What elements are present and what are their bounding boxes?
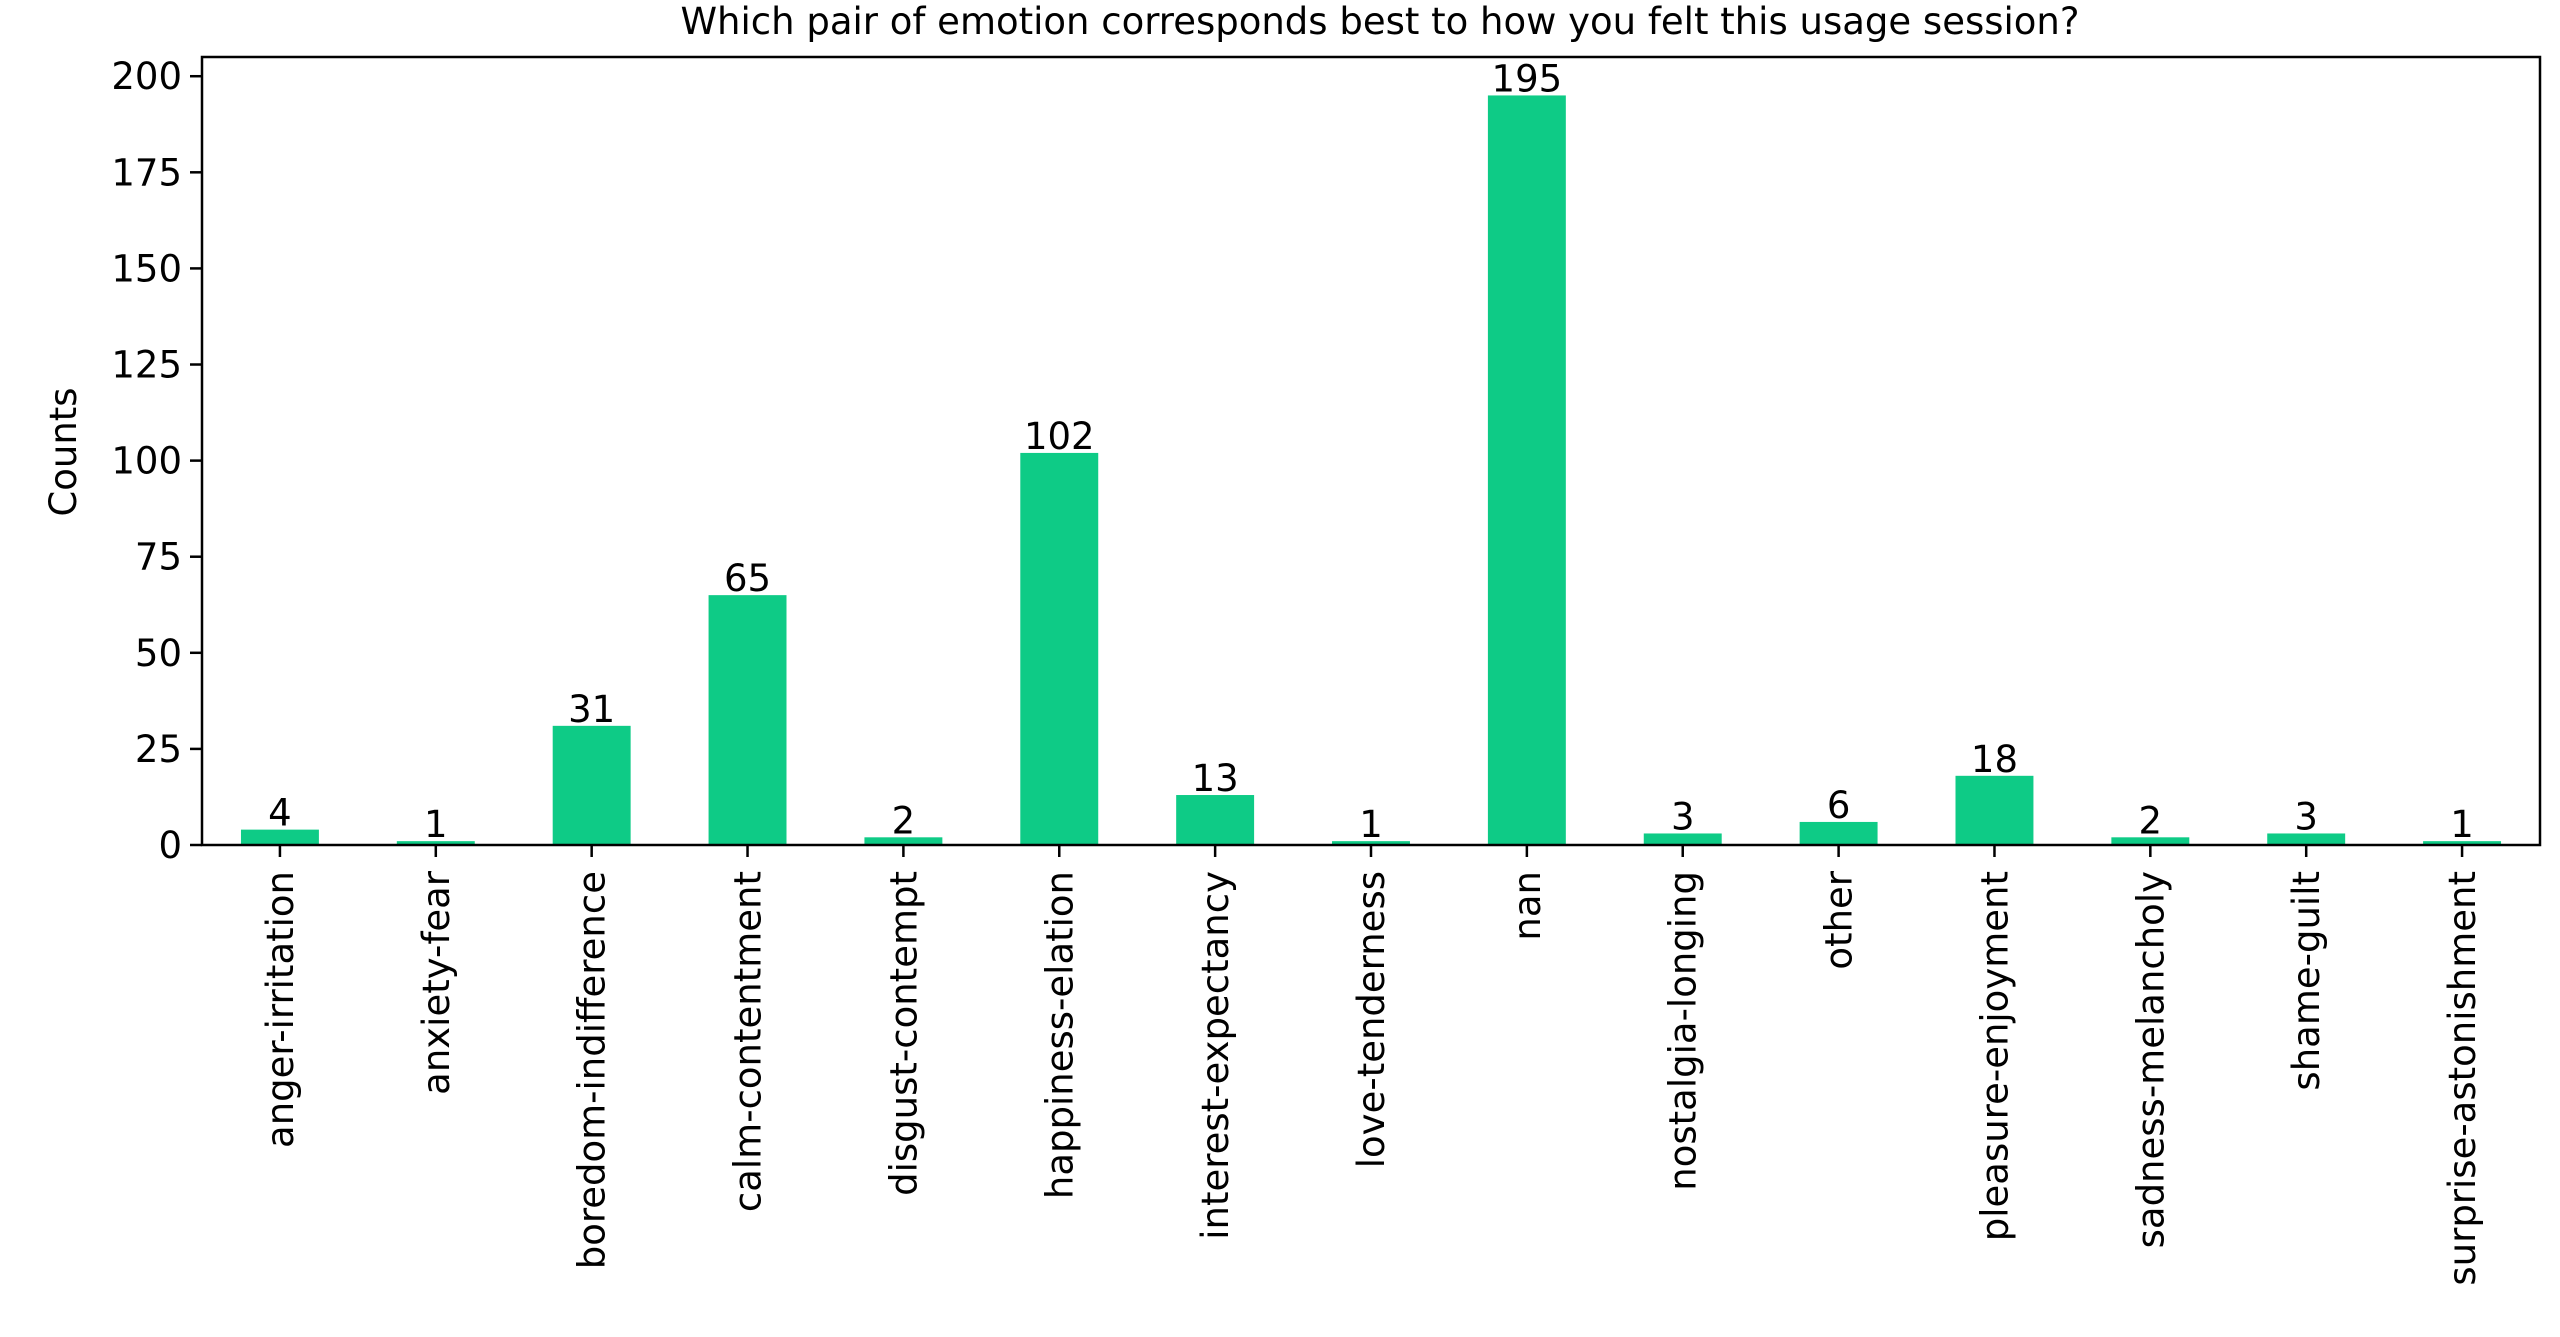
bar-happiness-elation <box>1020 452 1099 845</box>
x-tick-label: calm-contentment <box>727 871 770 1212</box>
y-tick-label: 175 <box>111 151 182 194</box>
bar-value-label: 3 <box>2294 795 2318 838</box>
bar-other <box>1799 821 1878 845</box>
y-axis-ticks: 0 25 50 75 100 125 150 175 200 <box>111 55 202 867</box>
bar-sadness-melancholy <box>2111 837 2190 845</box>
bar-value-label: 102 <box>1024 415 1095 458</box>
x-tick-label: pleasure-enjoyment <box>1973 871 2016 1241</box>
bar-value-label: 195 <box>1492 57 1563 100</box>
y-tick-label: 125 <box>111 344 182 387</box>
bar-value-label: 18 <box>1971 738 2018 781</box>
y-tick-label: 200 <box>111 55 182 98</box>
bar-anger-irritation <box>240 829 319 845</box>
bar-calm-contentment <box>708 595 787 845</box>
y-axis-label: Counts <box>42 387 85 516</box>
bar-pleasure-enjoyment <box>1955 775 2034 845</box>
bar-boredom-indifference <box>552 725 631 845</box>
y-tick-label: 75 <box>135 536 182 579</box>
bar-disgust-contempt <box>864 837 943 845</box>
bar-value-label: 31 <box>568 688 615 731</box>
bar-value-label: 1 <box>424 803 448 846</box>
bar-surprise-astonishment <box>2423 841 2502 845</box>
bar-value-label: 4 <box>268 792 292 835</box>
bar-value-label: 6 <box>1827 784 1851 827</box>
bar-value-label: 3 <box>1671 795 1695 838</box>
y-tick-label: 25 <box>135 728 182 771</box>
bar-love-tenderness <box>1332 841 1410 845</box>
bar-value-label: 65 <box>724 557 771 600</box>
bar-nostalgia-longing <box>1643 833 1722 845</box>
x-tick-label: disgust-contempt <box>882 871 925 1196</box>
x-axis-ticks: anger-irritation anxiety-fear boredom-indi… <box>259 845 2484 1286</box>
bar-value-label: 2 <box>892 799 916 842</box>
x-tick-label: happiness-elation <box>1038 871 1081 1199</box>
x-tick-label: anger-irritation <box>259 871 302 1148</box>
x-tick-label: love-tenderness <box>1350 871 1393 1168</box>
x-tick-label: boredom-indifference <box>571 871 614 1269</box>
x-tick-label: surprise-astonishment <box>2441 871 2484 1286</box>
x-tick-label: nan <box>1506 871 1549 941</box>
bar-anxiety-fear <box>396 841 475 845</box>
bar-interest-expectancy <box>1176 795 1255 845</box>
x-tick-label: interest-expectancy <box>1194 871 1237 1240</box>
y-tick-label: 150 <box>111 247 182 290</box>
bar-value-label: 2 <box>2139 799 2163 842</box>
bar-value-label: 1 <box>2450 803 2474 846</box>
y-tick-label: 100 <box>111 440 182 483</box>
bars-group <box>240 95 2502 845</box>
y-tick-label: 50 <box>135 632 182 675</box>
x-tick-label: anxiety-fear <box>415 870 458 1095</box>
x-tick-label: other <box>1818 870 1861 969</box>
x-tick-label: shame-guilt <box>2285 871 2328 1091</box>
x-tick-label: sadness-melancholy <box>2129 871 2172 1248</box>
bar-value-label: 1 <box>1359 803 1383 846</box>
y-tick-label: 0 <box>158 824 182 867</box>
plot-frame <box>200 55 2542 847</box>
x-tick-label: nostalgia-longing <box>1662 871 1705 1191</box>
bar-value-label: 13 <box>1192 757 1239 800</box>
bar-shame-guilt <box>2267 833 2346 845</box>
bar-nan <box>1487 95 1566 845</box>
chart-title: Which pair of emotion corresponds best t… <box>680 0 2079 43</box>
